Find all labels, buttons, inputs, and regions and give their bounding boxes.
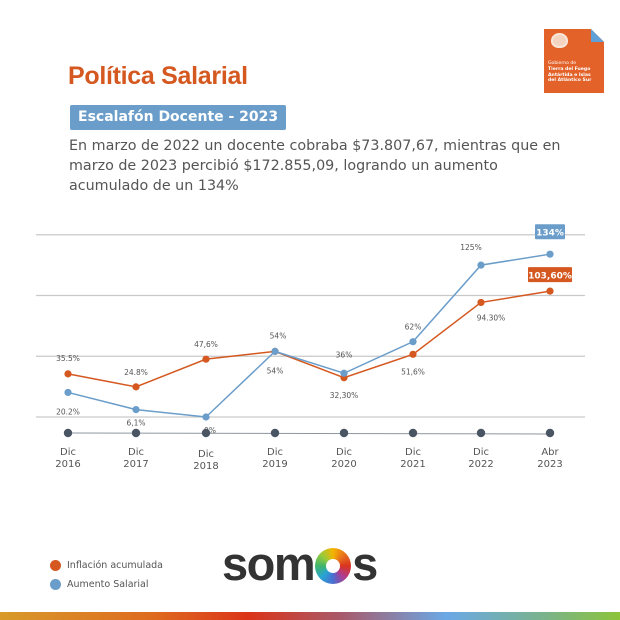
logo-text: Gobierno de Tierra del Fuego Antártida e…	[548, 61, 604, 84]
series-lines	[64, 250, 554, 421]
timeline-dot	[476, 428, 486, 438]
x-tick-label-month: Dic	[336, 447, 352, 458]
series-line-salary	[67, 253, 551, 418]
data-label: 62%	[405, 323, 422, 332]
x-tick-label-year: 2022	[468, 459, 493, 470]
final-value-label: 134%	[536, 229, 564, 239]
data-label: 20.2%	[56, 407, 80, 416]
data-label: 54%	[267, 366, 284, 375]
data-point-inflation	[64, 370, 72, 378]
logo-line-3: Antártida e Islas	[548, 72, 591, 78]
data-point-salary	[340, 369, 348, 377]
description-text: En marzo de 2022 un docente cobraba $73.…	[69, 138, 561, 194]
data-point-inflation	[477, 298, 485, 307]
data-label: 47,6%	[194, 340, 218, 349]
gridlines	[36, 234, 585, 418]
x-tick-label-month: Dic	[473, 447, 489, 458]
timeline-axis	[67, 432, 551, 435]
legend-label-inflation: Inflación acumulada	[67, 560, 163, 571]
timeline-dot	[545, 428, 555, 438]
government-logo: Gobierno de Tierra del Fuego Antártida e…	[544, 29, 604, 93]
final-value-badge	[535, 224, 565, 240]
x-tick-label-year: 2021	[400, 459, 425, 470]
timeline-dot	[201, 428, 211, 438]
data-label: 32,30%	[330, 391, 359, 400]
legend: Inflación acumulada Aumento Salarial	[50, 556, 163, 594]
data-labels: 35.5% 24.8% 47,6% 54% 32,30% 51,6% 94.30% 103,6…	[56, 224, 572, 435]
x-tick-label-month: Dic	[60, 447, 76, 458]
x-tick-label-year: 2017	[123, 459, 148, 470]
data-point-salary	[202, 413, 210, 421]
data-point-salary	[409, 338, 417, 346]
data-point-salary	[271, 347, 279, 355]
logo-line-2: Tierra del Fuego	[548, 66, 591, 72]
brand-text-start: som	[222, 537, 316, 590]
data-label: 24.8%	[124, 368, 148, 377]
x-tick-label-year: 2019	[262, 459, 287, 470]
logo-line-4: del Atlántico Sur	[548, 78, 592, 84]
x-tick-label-year: 2018	[193, 461, 218, 472]
data-point-inflation	[202, 355, 210, 363]
x-tick-label-month: Dic	[267, 447, 283, 458]
timeline-dot	[63, 428, 73, 438]
legend-dot-salary-icon	[50, 579, 61, 590]
bottom-gradient-bar	[0, 612, 620, 620]
timeline	[63, 428, 555, 438]
data-label: 36%	[336, 350, 353, 359]
x-tick-label-month: Dic	[405, 447, 421, 458]
data-label: 125%	[460, 243, 481, 252]
timeline-dot	[408, 428, 418, 438]
subtitle-badge: Escalafón Docente - 2023	[70, 105, 287, 130]
x-tick-label-month: Dic	[198, 449, 214, 460]
data-label: 94.30%	[477, 313, 506, 322]
data-point-salary	[477, 261, 485, 269]
data-label: 35.5%	[56, 354, 80, 363]
brand-color-ring-icon	[315, 548, 352, 584]
timeline-dot	[131, 428, 141, 438]
data-point-salary	[546, 250, 554, 258]
x-tick-label-month: Dic	[128, 447, 144, 458]
data-point-salary	[64, 388, 72, 397]
x-tick-label-month: Abr	[541, 447, 559, 458]
brand-text-end: s	[352, 537, 378, 590]
x-axis-labels: Dic2016Dic2017Dic2018Dic2019Dic2020Dic20…	[55, 447, 562, 472]
x-tick-label-year: 2016	[55, 459, 80, 470]
data-point-inflation	[132, 383, 140, 391]
data-label: 51,6%	[401, 367, 425, 376]
data-label: 0%	[204, 426, 216, 435]
data-point-inflation	[409, 350, 417, 358]
legend-item-salary: Aumento Salarial	[50, 575, 163, 594]
data-label: 6,1%	[126, 419, 145, 428]
data-point-inflation	[546, 287, 554, 295]
x-tick-label-year: 2020	[331, 459, 356, 470]
timeline-dot	[270, 428, 280, 438]
series-line-inflation	[67, 290, 551, 388]
legend-item-inflation: Inflación acumulada	[50, 556, 163, 575]
legend-dot-inflation-icon	[50, 560, 61, 571]
timeline-dot	[339, 428, 349, 438]
data-label: 54%	[270, 331, 287, 340]
provincial-crest-icon	[551, 33, 568, 48]
logo-line-1: Gobierno de	[548, 61, 577, 66]
final-value-badge	[528, 267, 572, 283]
data-point-salary	[132, 405, 140, 414]
legend-label-salary: Aumento Salarial	[67, 579, 149, 590]
x-tick-label-year: 2023	[537, 459, 562, 470]
final-value-label: 103,60%	[528, 272, 572, 282]
page-title: Política Salarial	[68, 62, 248, 90]
somos-brand-logo: som s	[222, 536, 378, 592]
